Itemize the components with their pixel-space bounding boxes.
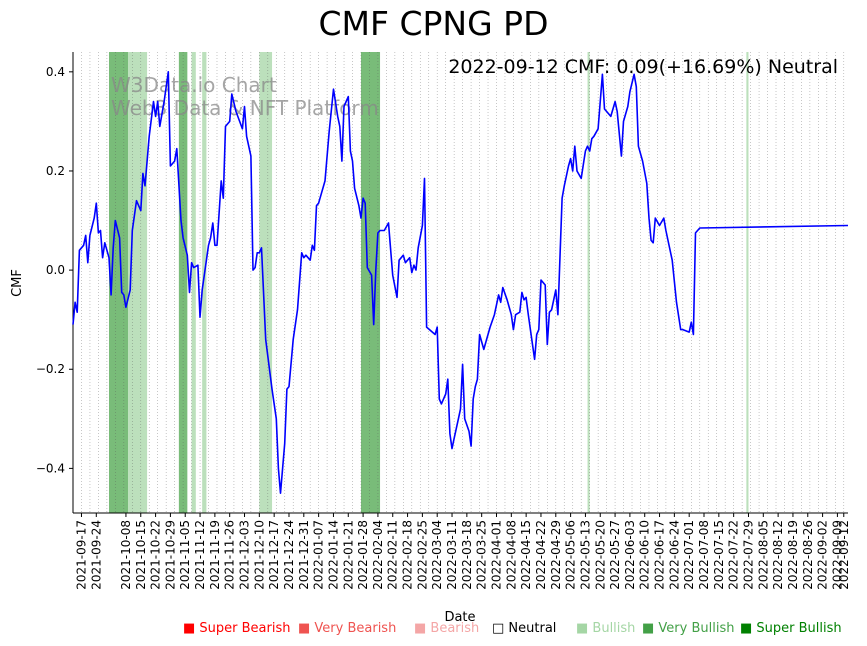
x-axis-label: Date <box>444 610 475 625</box>
x-tick-label: 2022-05-13 <box>578 520 592 590</box>
band-bullish-4 <box>202 52 207 513</box>
x-tick-label: 2022-04-08 <box>504 520 518 590</box>
band-bullish-3 <box>191 52 196 513</box>
x-tick-label: 2022-03-25 <box>475 520 489 590</box>
x-tick-label: 2022-08-19 <box>786 520 800 590</box>
x-tick-label: 2021-10-08 <box>119 520 133 590</box>
x-tick-label: 2022-02-11 <box>386 520 400 590</box>
band-very_bullish-2 <box>178 52 188 513</box>
x-tick-label: 2022-05-06 <box>564 520 578 590</box>
x-tick-label: 2022-02-04 <box>371 520 385 590</box>
x-tick-label: 2022-06-03 <box>623 520 637 590</box>
x-tick-label: 2021-12-24 <box>282 520 296 590</box>
y-axis-ticks: −0.4 −0.2 0.0 0.2 0.4 <box>36 65 73 475</box>
x-tick-label: 2022-08-26 <box>801 520 815 590</box>
x-tick-label: 2022-06-10 <box>638 520 652 590</box>
x-tick-label: 2022-02-18 <box>401 520 415 590</box>
x-tick-label: 2021-11-26 <box>223 520 237 590</box>
x-tick-label: 2022-07-29 <box>741 520 755 590</box>
x-tick-label: 2022-01-28 <box>356 520 370 590</box>
x-tick-label: 2022-03-18 <box>460 520 474 590</box>
x-tick-label: 2021-12-31 <box>297 520 311 590</box>
x-tick-label: 2021-10-29 <box>163 520 177 590</box>
band-very_bullish-0 <box>108 52 129 513</box>
legend-item: ■ Bearish <box>414 621 480 636</box>
x-tick-label: 2022-07-22 <box>727 520 741 590</box>
band-bullish-5 <box>259 52 273 513</box>
y-tick-label: −0.4 <box>36 461 65 475</box>
signal-bands <box>108 52 749 513</box>
legend-item: ■ Super Bearish <box>183 621 291 636</box>
x-tick-label: 2022-02-25 <box>415 520 429 590</box>
x-tick-label: 2022-07-01 <box>682 520 696 590</box>
x-tick-label: 2022-09-12 <box>837 520 851 590</box>
x-tick-label: 2022-07-15 <box>712 520 726 590</box>
x-tick-label: 2022-09-09 <box>830 520 844 590</box>
x-tick-label: 2022-01-14 <box>326 520 340 590</box>
x-tick-label: 2022-03-11 <box>445 520 459 590</box>
y-tick-label: 0.4 <box>46 65 65 79</box>
x-tick-label: 2021-11-19 <box>208 520 222 590</box>
band-very_bullish-6 <box>360 52 381 513</box>
x-tick-label: 2022-09-02 <box>816 520 830 590</box>
x-tick-label: 2021-11-05 <box>178 520 192 590</box>
x-tick-label: 2021-12-17 <box>267 520 281 590</box>
x-tick-label: 2022-06-17 <box>653 520 667 590</box>
x-tick-label: 2021-09-24 <box>89 520 103 590</box>
legend-item: □ Neutral <box>492 621 557 636</box>
x-tick-label: 2022-04-15 <box>519 520 533 590</box>
band-bullish-8 <box>746 52 749 513</box>
band-bullish-7 <box>587 52 590 513</box>
y-tick-label: 0.2 <box>46 164 65 178</box>
x-tick-label: 2022-08-05 <box>756 520 770 590</box>
y-tick-label: −0.2 <box>36 362 65 376</box>
x-tick-label: 2022-01-21 <box>341 520 355 590</box>
watermark-line-1: W3Data.io Chart <box>111 73 277 97</box>
x-tick-label: 2022-04-29 <box>549 520 563 590</box>
legend-item: ■ Very Bullish <box>642 621 735 636</box>
x-tick-label: 2022-08-12 <box>771 520 785 590</box>
x-tick-label: 2021-11-12 <box>193 520 207 590</box>
x-tick-label: 2021-12-10 <box>252 520 266 590</box>
x-tick-label: 2022-06-24 <box>667 520 681 590</box>
x-tick-label: 2022-01-07 <box>312 520 326 590</box>
x-tick-label: 2022-03-04 <box>430 520 444 590</box>
x-axis-ticks: 2021-09-17 2021-09-24 2021-10-08 2021-10-15… <box>74 513 851 590</box>
grid-lines <box>72 52 845 513</box>
legend-item: ■ Bullish <box>576 621 636 636</box>
x-tick-label: 2022-04-22 <box>534 520 548 590</box>
legend-item: ■ Super Bullish <box>740 621 842 636</box>
y-tick-label: 0.0 <box>46 263 65 277</box>
legend-item: ■ Very Bearish <box>298 621 397 636</box>
latest-value-annotation: 2022-09-12 CMF: 0.09(+16.69%) Neutral <box>448 56 838 78</box>
x-tick-label: 2022-05-27 <box>608 520 622 590</box>
cmf-line <box>72 71 849 494</box>
x-tick-label: 2021-12-03 <box>238 520 252 590</box>
x-tick-label: 2021-09-17 <box>74 520 88 590</box>
x-tick-label: 2021-10-22 <box>149 520 163 590</box>
x-tick-label: 2022-05-20 <box>593 520 607 590</box>
x-tick-label: 2022-04-01 <box>489 520 503 590</box>
band-bullish-1 <box>128 52 148 513</box>
y-axis-label: CMF <box>10 269 25 297</box>
chart-title: CMF CPNG PD <box>318 4 549 43</box>
x-tick-label: 2021-10-15 <box>134 520 148 590</box>
x-tick-label: 2022-07-08 <box>697 520 711 590</box>
